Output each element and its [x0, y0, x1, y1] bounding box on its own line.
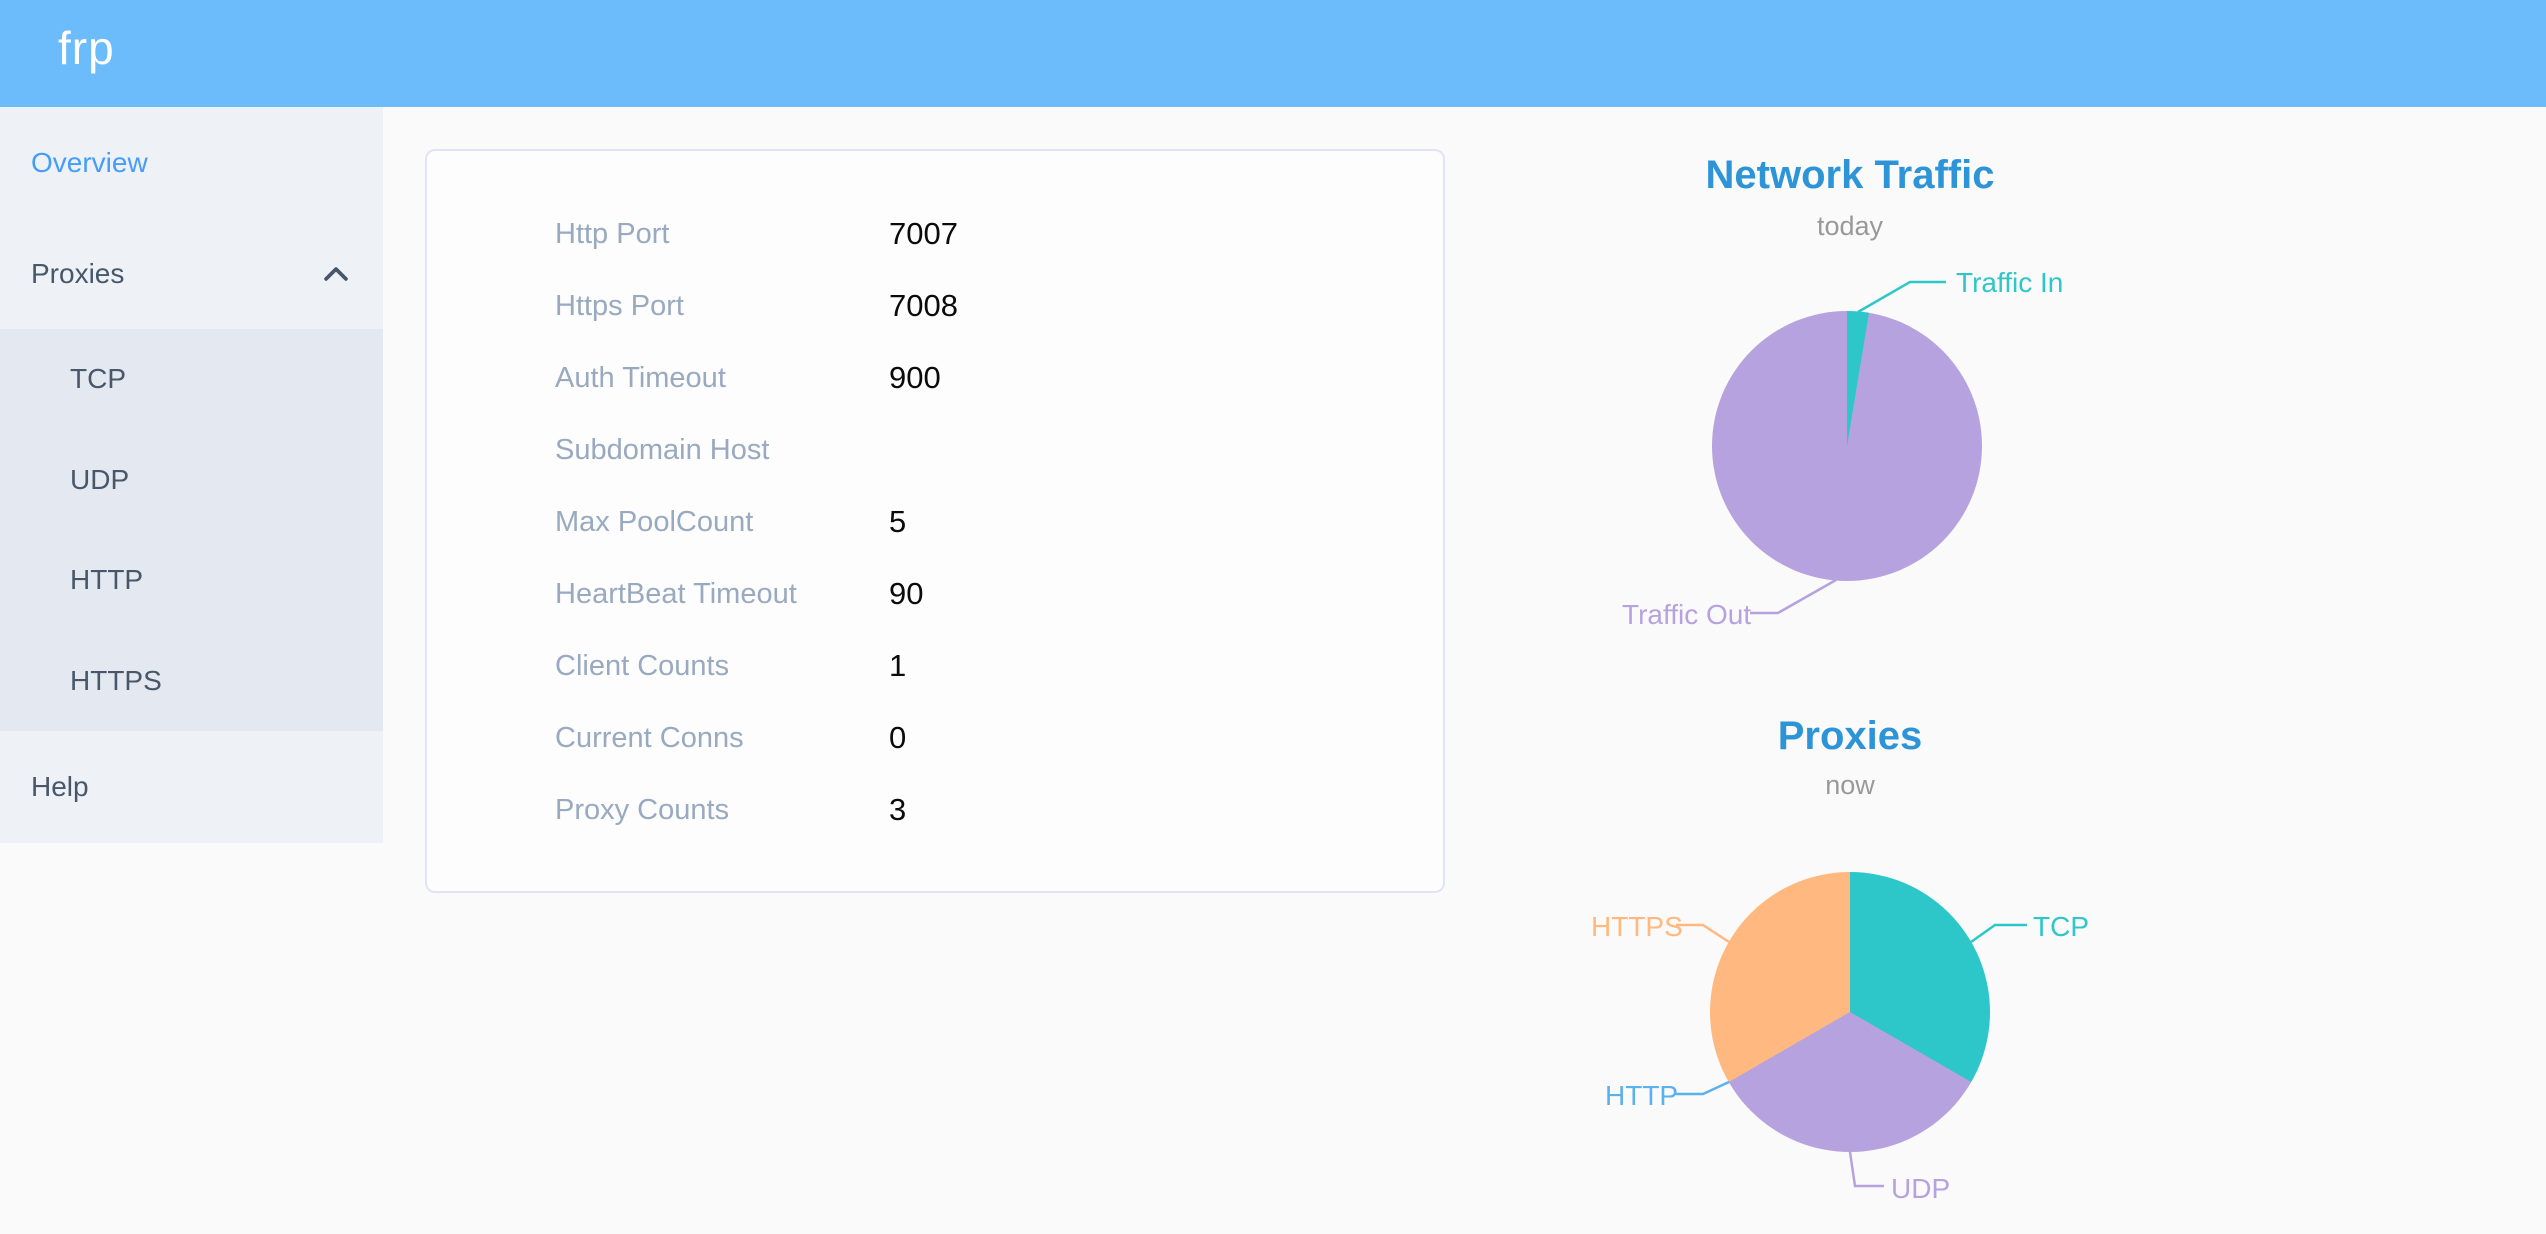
- leader-line-traffic-in: [1857, 280, 1946, 314]
- config-value: 900: [889, 360, 941, 395]
- sidebar-submenu-proxies: TCP UDP HTTP HTTPS: [0, 329, 383, 731]
- chevron-up-icon[interactable]: [319, 257, 353, 291]
- config-row-max-poolcount: Max PoolCount 5: [427, 486, 1443, 558]
- config-value: 5: [889, 504, 907, 539]
- config-value: 90: [889, 576, 924, 611]
- config-value: 0: [889, 720, 907, 755]
- frp-logo: frp: [58, 22, 115, 74]
- pie-label-http: HTTP: [1605, 1080, 1679, 1111]
- config-row-subdomain-host: Subdomain Host: [427, 414, 1443, 486]
- sidebar-item-overview-label: Overview: [31, 147, 148, 178]
- proxies-chart-title: Proxies: [1777, 714, 1923, 758]
- server-config-card: Http Port 7007 Https Port 7008 Auth Time…: [425, 149, 1445, 893]
- pie-label-udp: UDP: [1891, 1173, 1951, 1204]
- sidebar-item-http[interactable]: HTTP: [0, 530, 383, 631]
- config-row-client-counts: Client Counts 1: [427, 630, 1443, 702]
- sidebar-item-https[interactable]: HTTPS: [0, 631, 383, 732]
- sidebar-item-http-label: HTTP: [70, 564, 144, 596]
- config-value: 7007: [889, 216, 958, 251]
- config-label: Proxy Counts: [555, 793, 730, 826]
- sidebar-item-https-label: HTTPS: [70, 664, 162, 696]
- proxies-pie: [1710, 872, 1990, 1152]
- config-label: Auth Timeout: [555, 361, 726, 394]
- config-row-heartbeat-timeout: HeartBeat Timeout 90: [427, 558, 1443, 630]
- pie-label-tcp: TCP: [2033, 911, 2089, 942]
- config-value: 3: [889, 792, 907, 827]
- sidebar: Overview Proxies TCP UDP HTTP HTTPS Help: [0, 107, 383, 843]
- config-value: 7008: [889, 288, 958, 323]
- config-label: Max PoolCount: [555, 505, 754, 538]
- sidebar-item-help-label: Help: [31, 771, 89, 802]
- sidebar-item-overview[interactable]: Overview: [0, 107, 383, 219]
- config-row-https-port: Https Port 7008: [427, 270, 1443, 342]
- config-label: Subdomain Host: [555, 433, 770, 466]
- proxies-chart-subtitle: now: [1825, 770, 1875, 800]
- config-value: 1: [889, 648, 907, 683]
- pie-label-traffic-out: Traffic Out: [1622, 599, 1752, 630]
- sidebar-item-tcp[interactable]: TCP: [0, 329, 383, 430]
- config-label: HeartBeat Timeout: [555, 577, 797, 610]
- network-traffic-chart-title: Network Traffic: [1705, 153, 1995, 197]
- network-traffic-pie: [1712, 311, 1982, 581]
- sidebar-item-tcp-label: TCP: [70, 363, 126, 395]
- leader-line-tcp: [1970, 923, 2027, 944]
- leader-line-traffic-out: [1750, 578, 1837, 615]
- pie-label-https: HTTPS: [1591, 911, 1683, 942]
- pie-label-traffic-in: Traffic In: [1956, 267, 2064, 298]
- sidebar-item-udp-label: UDP: [70, 463, 130, 495]
- config-label: Current Conns: [555, 721, 744, 754]
- config-label: Client Counts: [555, 649, 730, 682]
- sidebar-item-proxies-label: Proxies: [31, 258, 125, 289]
- config-row-proxy-counts: Proxy Counts 3: [427, 774, 1443, 846]
- network-traffic-chart-subtitle: today: [1816, 211, 1884, 241]
- sidebar-item-udp[interactable]: UDP: [0, 430, 383, 531]
- config-row-auth-timeout: Auth Timeout 900: [427, 342, 1443, 414]
- config-label: Http Port: [555, 217, 670, 250]
- leader-line-udp: [1848, 1151, 1884, 1188]
- sidebar-item-help[interactable]: Help: [0, 731, 383, 843]
- config-label: Https Port: [555, 289, 684, 322]
- header-bar: frp: [0, 0, 2546, 107]
- sidebar-item-proxies[interactable]: Proxies: [0, 219, 383, 329]
- config-row-http-port: Http Port 7007: [427, 198, 1443, 270]
- leader-line-http: [1676, 1080, 1730, 1096]
- leader-line-https: [1676, 923, 1730, 944]
- config-row-current-conns: Current Conns 0: [427, 702, 1443, 774]
